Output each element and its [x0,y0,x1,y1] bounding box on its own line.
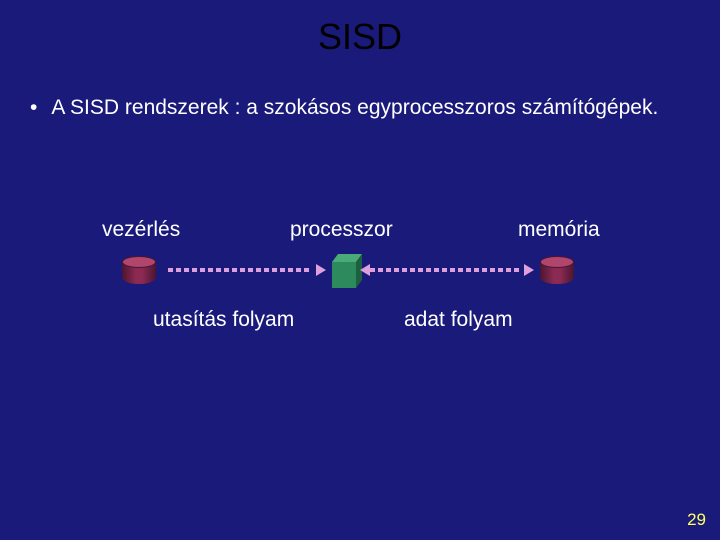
label-adat-folyam: adat folyam [404,308,513,332]
dash [450,268,455,272]
dash [208,268,213,272]
page-title: SISD [0,0,720,58]
dash [256,268,261,272]
dash [418,268,423,272]
cube-face [332,262,356,288]
dash [216,268,221,272]
dash [280,268,285,272]
page-number: 29 [687,510,706,530]
instruction-stream-arrow [168,268,316,272]
dash [394,268,399,272]
dash-row [168,268,316,272]
bullet-text: A SISD rendszerek : a szokásos egyproces… [51,96,658,120]
dash [458,268,463,272]
dash [490,268,495,272]
dash [386,268,391,272]
dash [434,268,439,272]
dash [402,268,407,272]
cylinder-top [122,256,156,268]
dash [442,268,447,272]
dash [200,268,205,272]
arrowhead-left-icon [360,264,370,276]
dash [370,268,375,272]
dash [482,268,487,272]
dash [288,268,293,272]
dash [410,268,415,272]
dash [240,268,245,272]
dash [304,268,309,272]
data-stream-arrow [370,268,524,272]
label-memoria: memória [518,218,600,242]
dash [264,268,269,272]
dash [184,268,189,272]
dash [498,268,503,272]
label-processzor: processzor [290,218,393,242]
label-utasitas-folyam: utasítás folyam [153,308,294,332]
dash [168,268,173,272]
cylinder-top [540,256,574,268]
dash [506,268,511,272]
dash [232,268,237,272]
memory-cylinder-icon [540,256,574,286]
processor-cube-icon [326,254,358,286]
dash [474,268,479,272]
dash [466,268,471,272]
control-cylinder-icon [122,256,156,286]
dash [296,268,301,272]
bullet-item: • A SISD rendszerek : a szokásos egyproc… [30,96,658,120]
dash [176,268,181,272]
dash [192,268,197,272]
bullet-dot: • [30,96,37,120]
dash [224,268,229,272]
label-vezerles: vezérlés [102,218,180,242]
dash [248,268,253,272]
dash [272,268,277,272]
arrowhead-right-icon [316,264,326,276]
dash [514,268,519,272]
dash [426,268,431,272]
dash [378,268,383,272]
dash-row [370,268,524,272]
arrowhead-right-icon [524,264,534,276]
